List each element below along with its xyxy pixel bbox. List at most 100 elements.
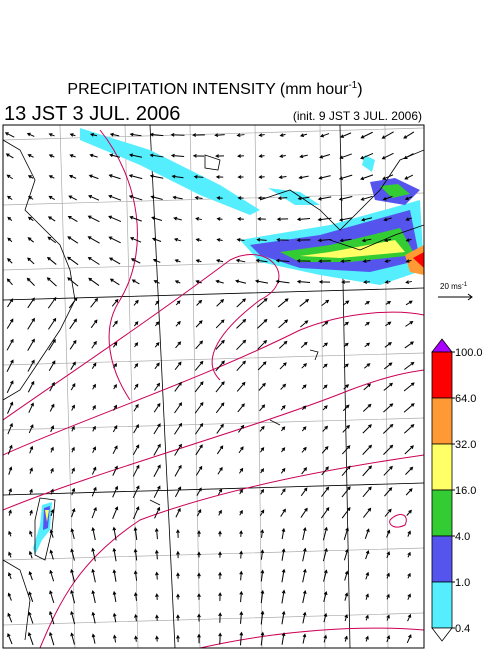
wind-arrow bbox=[301, 467, 308, 475]
wind-arrow bbox=[6, 338, 14, 351]
wind-arrow bbox=[343, 342, 349, 347]
wind-arrow bbox=[386, 551, 391, 559]
wind-arrow bbox=[360, 153, 374, 160]
wind-arrow bbox=[383, 403, 394, 413]
wind-arrow bbox=[237, 196, 244, 200]
wind-arrow bbox=[218, 612, 222, 623]
wind-arrow bbox=[344, 570, 349, 581]
wind-arrow bbox=[196, 299, 203, 306]
major-grid bbox=[3, 125, 424, 648]
wind-arrow bbox=[29, 445, 34, 454]
wind-arrow bbox=[343, 363, 349, 369]
wind-arrow bbox=[279, 133, 286, 137]
wind-arrow bbox=[7, 444, 13, 455]
colorbar-label: 32.0 bbox=[455, 439, 476, 451]
wind-arrow bbox=[68, 297, 78, 309]
wind-arrow bbox=[8, 551, 12, 558]
wind-arrow bbox=[384, 280, 391, 284]
reference-text: 20 ms bbox=[440, 282, 462, 291]
wind-arrows bbox=[4, 131, 415, 646]
wind-arrow bbox=[238, 446, 244, 454]
wind-arrow bbox=[154, 321, 160, 327]
wind-arrow bbox=[386, 614, 390, 621]
wind-arrow bbox=[254, 279, 269, 284]
wind-arrow bbox=[323, 569, 328, 582]
wind-arrow bbox=[46, 256, 57, 265]
wind-arrow bbox=[91, 527, 96, 541]
wind-arrow bbox=[27, 317, 35, 330]
colorbar-label: 16.0 bbox=[455, 485, 476, 497]
wind-arrow bbox=[134, 635, 138, 642]
wind-arrow bbox=[154, 549, 159, 560]
wind-arrow bbox=[7, 572, 12, 580]
coastline bbox=[3, 139, 424, 641]
wind-arrow bbox=[8, 530, 12, 537]
wind-arrow bbox=[71, 487, 76, 496]
wind-arrow bbox=[296, 279, 311, 284]
wind-arrow bbox=[133, 321, 139, 327]
wind-arrow bbox=[149, 132, 164, 137]
wind-arrow bbox=[322, 384, 328, 390]
wind-arrow bbox=[134, 342, 139, 348]
wind-arrow bbox=[28, 196, 34, 200]
wind-arrow bbox=[195, 465, 203, 476]
wind-arrow bbox=[154, 382, 161, 391]
wind-arrow bbox=[407, 593, 411, 600]
wind-arrow bbox=[280, 467, 286, 474]
wind-arrow bbox=[155, 635, 159, 642]
wind-arrow bbox=[112, 634, 117, 643]
wind-arrow bbox=[7, 401, 14, 414]
wind-arrow bbox=[154, 300, 160, 306]
wind-arrow bbox=[92, 446, 97, 454]
wind-arrow bbox=[173, 237, 182, 242]
wind-arrow bbox=[237, 175, 244, 179]
wind-arrow bbox=[112, 569, 117, 582]
wind-arrow bbox=[28, 424, 34, 434]
wind-arrow bbox=[338, 174, 353, 180]
wind-arrow bbox=[256, 237, 267, 242]
wind-arrow bbox=[195, 259, 202, 263]
wind-arrow bbox=[239, 631, 244, 646]
wind-arrow bbox=[70, 610, 76, 625]
wind-arrow bbox=[195, 340, 204, 350]
wind-arrow bbox=[149, 153, 164, 158]
wind-arrow bbox=[132, 444, 140, 456]
wind-arrow bbox=[260, 488, 265, 495]
wind-arrow bbox=[258, 175, 265, 179]
wind-arrow bbox=[302, 526, 307, 541]
wind-arrow bbox=[130, 258, 141, 264]
wind-arrow bbox=[132, 464, 140, 477]
wind-arrow bbox=[70, 361, 76, 370]
wind-arrow bbox=[218, 571, 222, 580]
wind-arrow bbox=[322, 425, 329, 432]
wind-arrow bbox=[47, 216, 56, 222]
wind-arrow bbox=[318, 175, 331, 180]
wind-arrow bbox=[197, 593, 201, 600]
wind-arrow bbox=[215, 360, 225, 372]
wind-arrow bbox=[176, 593, 180, 600]
wind-arrow bbox=[407, 613, 412, 622]
wind-arrow bbox=[299, 154, 308, 159]
wind-arrow bbox=[149, 174, 164, 179]
wind-arrow bbox=[109, 153, 121, 158]
wind-arrow bbox=[405, 280, 412, 284]
wind-arrow bbox=[70, 528, 75, 540]
colorbar-bin bbox=[431, 535, 453, 583]
wind-arrow bbox=[297, 196, 310, 201]
wind-arrow bbox=[112, 445, 118, 455]
wind-arrow bbox=[215, 402, 225, 414]
wind-arrow bbox=[113, 404, 117, 411]
wind-arrow bbox=[384, 259, 391, 263]
wind-arrow bbox=[299, 298, 310, 307]
wind-arrow bbox=[6, 174, 13, 180]
wind-arrow bbox=[29, 488, 33, 495]
wind-arrow bbox=[91, 547, 96, 562]
wind-arrow bbox=[68, 174, 77, 179]
wind-arrow bbox=[381, 131, 394, 139]
wind-arrow bbox=[69, 154, 76, 158]
wind-arrow bbox=[92, 404, 96, 411]
wind-arrow bbox=[152, 258, 161, 263]
wind-arrow bbox=[317, 217, 332, 222]
wind-arrow bbox=[318, 280, 331, 284]
wind-arrow bbox=[384, 342, 392, 348]
